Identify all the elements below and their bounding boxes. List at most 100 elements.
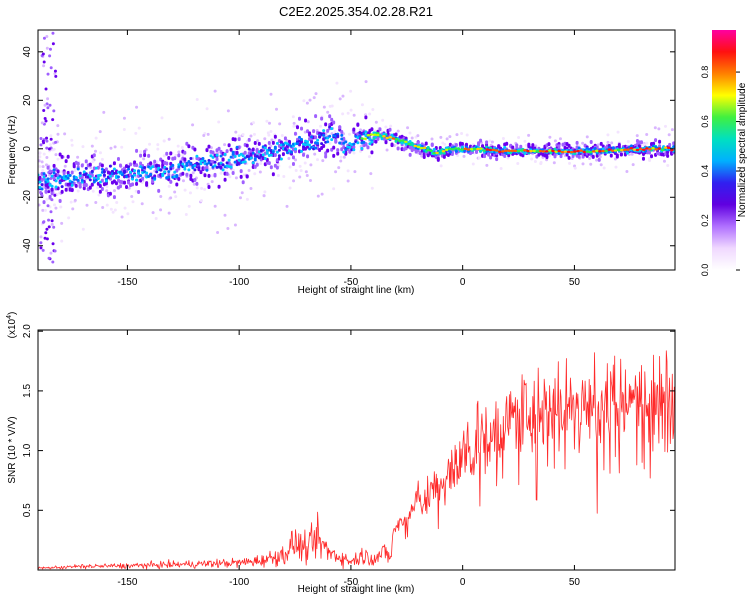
heatmap-cell (185, 172, 189, 177)
heatmap-cell (48, 143, 52, 147)
heatmap-cell (553, 147, 557, 151)
heatmap-cell (340, 137, 344, 141)
heatmap-cell (223, 143, 227, 147)
heatmap-cell (658, 139, 662, 144)
heatmap-cell (183, 157, 187, 162)
heatmap-cell (408, 152, 412, 157)
heatmap-cell (109, 207, 113, 211)
heatmap-cell (672, 141, 675, 146)
heatmap-cell (134, 131, 138, 135)
heatmap-cell (122, 116, 126, 120)
heatmap-cell (352, 151, 356, 155)
heatmap-cell (334, 139, 338, 144)
colorbar-tick-label: 0.6 (700, 115, 710, 128)
heatmap-cell (339, 159, 343, 163)
heatmap-cell (45, 227, 49, 231)
heatmap-cell (548, 135, 552, 139)
heatmap-cell (105, 185, 109, 189)
heatmap-cell (532, 149, 536, 153)
heatmap-cell (76, 167, 80, 171)
heatmap-cell (137, 171, 141, 175)
heatmap-cell (45, 237, 49, 241)
heatmap-cell (112, 195, 116, 200)
heatmap-cell (64, 187, 68, 192)
heatmap-cell (135, 163, 139, 168)
heatmap-cell (448, 135, 452, 139)
heatmap-cell (251, 161, 255, 165)
heatmap-cell (300, 137, 304, 141)
heatmap-cell (510, 149, 515, 152)
heatmap-cell (481, 144, 485, 149)
heatmap-cell (54, 179, 58, 183)
heatmap-cell (288, 165, 292, 169)
heatmap-cell (253, 157, 257, 161)
heatmap-cell (601, 149, 605, 153)
heatmap-cell (538, 149, 543, 153)
heatmap-cell (269, 92, 273, 96)
heatmap-cell (245, 197, 249, 201)
heatmap-cell (209, 154, 213, 158)
heatmap-cell (516, 162, 520, 166)
heatmap-cell (370, 127, 374, 132)
heatmap-cell (173, 170, 177, 174)
heatmap-cell (254, 145, 258, 149)
heatmap-cell (50, 198, 54, 202)
heatmap-cell (227, 161, 231, 166)
heatmap-cell (666, 146, 671, 150)
colorbar: 0.0 0.2 0.4 0.6 0.8 Normalized spectral ampl… (700, 30, 748, 276)
heatmap-cell (283, 147, 287, 151)
heatmap-cell (233, 160, 237, 164)
heatmap-cell (94, 178, 98, 182)
heatmap-cell (445, 137, 449, 141)
heatmap-cell (94, 136, 98, 140)
heatmap-cell (460, 141, 464, 146)
heatmap-cell (469, 148, 474, 151)
heatmap-cell (137, 189, 141, 194)
heatmap-cell (422, 154, 426, 159)
heatmap-cell (407, 142, 411, 146)
heatmap-cell (235, 163, 239, 167)
heatmap-cell (477, 142, 481, 147)
heatmap-cell (289, 150, 293, 154)
heatmap-cell (666, 150, 670, 155)
heatmap-cell (653, 126, 657, 130)
heatmap-cell (191, 171, 195, 175)
heatmap-cell (173, 190, 177, 194)
heatmap-cell (211, 155, 215, 159)
heatmap-cell (41, 169, 45, 173)
heatmap-cell (52, 225, 56, 229)
heatmap-cell (516, 149, 521, 153)
heatmap-cell (47, 190, 51, 194)
heatmap-cell (60, 185, 64, 189)
heatmap-cell (288, 186, 292, 190)
heatmap-cell (416, 145, 421, 149)
heatmap-cell (247, 147, 251, 151)
heatmap-cell (127, 165, 131, 169)
heatmap-cell (513, 149, 518, 153)
heatmap-cell (149, 161, 153, 166)
heatmap-cell (529, 149, 533, 153)
heatmap-cell (237, 134, 241, 138)
heatmap-cell (96, 177, 100, 181)
heatmap-cell (205, 107, 209, 111)
heatmap-cell (53, 69, 57, 73)
heatmap-cell (465, 133, 469, 137)
heatmap-cell (625, 169, 629, 173)
heatmap-cell (505, 141, 509, 146)
heatmap-cell (74, 176, 78, 180)
heatmap-cell (239, 174, 243, 179)
heatmap-cell (56, 132, 60, 136)
heatmap-cell (517, 136, 521, 140)
heatmap-cell (388, 127, 392, 132)
heatmap-cell (273, 134, 277, 139)
heatmap-cell (519, 149, 524, 152)
heatmap-cell (88, 178, 92, 182)
heatmap-cell (42, 175, 46, 179)
heatmap-cell (285, 204, 289, 208)
heatmap-cell (444, 148, 449, 152)
heatmap-cell (316, 158, 320, 162)
heatmap-cell (180, 145, 184, 149)
heatmap-cell (370, 140, 374, 144)
heatmap-cell (245, 155, 249, 159)
heatmap-cell (320, 132, 324, 136)
